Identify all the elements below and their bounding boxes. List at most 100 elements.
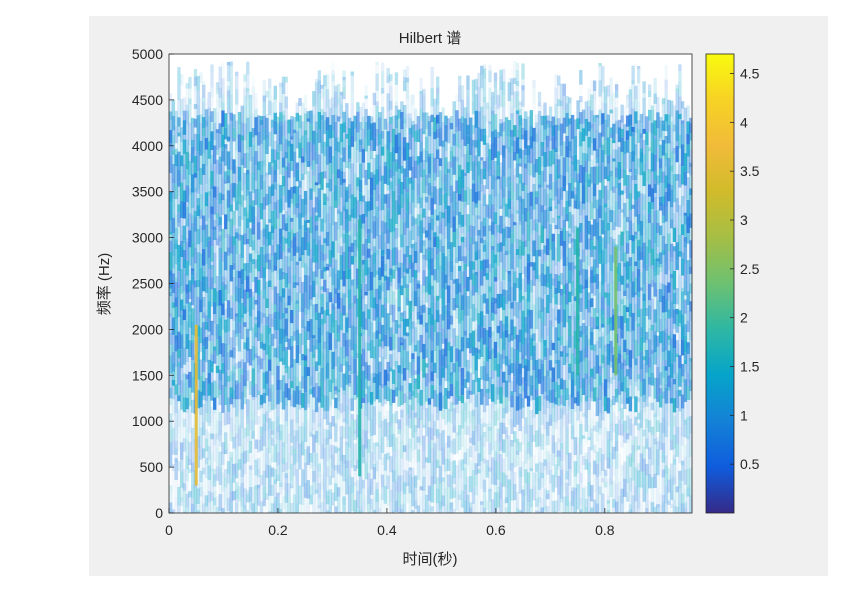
heatmap-cell xyxy=(290,436,294,443)
heatmap-cell xyxy=(248,222,253,229)
heatmap-cell xyxy=(427,364,432,383)
heatmap-cell xyxy=(312,397,316,410)
heatmap-cell xyxy=(312,357,316,367)
heatmap-cell xyxy=(347,374,352,384)
heatmap-cell xyxy=(257,294,261,311)
heatmap-cell xyxy=(463,307,467,316)
heatmap-cell xyxy=(174,413,178,432)
heatmap-cell xyxy=(408,399,412,405)
heatmap-cell xyxy=(226,234,231,248)
heatmap-cell xyxy=(268,418,272,430)
heatmap-cell xyxy=(334,85,338,92)
heatmap-cell xyxy=(218,107,222,124)
heatmap-cell xyxy=(416,311,421,320)
heatmap-cell xyxy=(248,97,253,116)
heatmap-cell xyxy=(287,483,291,497)
heatmap-cell xyxy=(287,162,291,168)
heatmap-cell xyxy=(383,369,388,386)
heatmap-cell xyxy=(265,253,269,263)
heatmap-cell xyxy=(292,390,297,408)
heatmap-cell xyxy=(438,465,443,484)
heatmap-cell xyxy=(493,169,498,177)
heatmap-cell xyxy=(259,408,264,427)
heatmap-cell xyxy=(320,138,324,148)
heatmap-cell xyxy=(312,207,316,226)
heatmap-cell xyxy=(331,225,335,242)
heatmap-cell xyxy=(424,436,429,443)
heatmap-cell xyxy=(347,302,352,310)
heatmap-cell xyxy=(339,254,344,269)
heatmap-cell xyxy=(372,346,377,359)
heatmap-cell xyxy=(391,369,396,384)
heatmap-cell xyxy=(314,339,319,350)
heatmap-cell xyxy=(270,391,275,411)
heatmap-cell xyxy=(284,211,288,218)
heatmap-cell xyxy=(383,470,388,486)
heatmap-cell xyxy=(402,482,407,495)
heatmap-cell xyxy=(504,456,509,475)
heatmap-cell xyxy=(254,165,258,181)
heatmap-cell xyxy=(309,188,313,200)
heatmap-cell xyxy=(248,429,253,441)
heatmap-cell xyxy=(471,146,476,162)
heatmap-cell xyxy=(463,190,467,202)
heatmap-cell xyxy=(372,215,377,222)
heatmap-cell xyxy=(482,468,487,480)
heatmap-cell xyxy=(378,117,382,134)
heatmap-cell xyxy=(273,189,277,203)
heatmap-cell xyxy=(422,200,426,209)
heatmap-cell xyxy=(397,267,401,284)
heatmap-cell xyxy=(518,329,522,343)
heatmap-cell xyxy=(518,125,522,140)
heatmap-cell xyxy=(433,443,437,450)
heatmap-cell xyxy=(378,144,382,149)
heatmap-cell xyxy=(345,269,349,280)
heatmap-cell xyxy=(191,360,195,377)
heatmap-cell xyxy=(455,228,459,240)
heatmap-cell xyxy=(218,87,222,98)
heatmap-cell xyxy=(458,143,462,149)
heatmap-cell xyxy=(375,502,379,513)
heatmap-cell xyxy=(391,389,396,403)
heatmap-cell xyxy=(177,331,181,350)
heatmap-cell xyxy=(444,424,448,443)
heatmap-cell xyxy=(265,117,269,135)
heatmap-cell xyxy=(416,417,421,429)
heatmap-cell xyxy=(295,404,299,418)
heatmap-cell xyxy=(301,426,305,441)
heatmap-cell xyxy=(270,346,275,358)
heatmap-cell xyxy=(493,341,498,359)
heatmap-cell xyxy=(320,84,324,89)
heatmap-cell xyxy=(342,390,346,395)
heatmap-cell xyxy=(347,426,352,431)
heatmap-cell xyxy=(215,466,220,481)
heatmap-cell xyxy=(270,127,275,133)
heatmap-cell xyxy=(177,505,181,513)
heatmap-cell xyxy=(521,368,525,378)
heatmap-cell xyxy=(221,126,225,135)
heatmap-cell xyxy=(317,142,321,155)
heatmap-cell xyxy=(347,410,352,427)
heatmap-cell xyxy=(174,497,178,507)
heatmap-cell xyxy=(372,92,377,106)
heatmap-cell xyxy=(237,234,242,241)
heatmap-cell xyxy=(447,408,451,422)
heatmap-cell xyxy=(488,309,492,327)
heatmap-cell xyxy=(361,162,366,178)
heatmap-cell xyxy=(474,110,478,128)
heatmap-cell xyxy=(210,277,214,290)
heatmap-cell xyxy=(433,332,437,352)
heatmap-cell xyxy=(180,166,184,175)
heatmap-cell xyxy=(273,408,277,422)
heatmap-cell xyxy=(378,508,382,513)
heatmap-cell xyxy=(402,77,407,81)
heatmap-cell xyxy=(229,94,233,113)
heatmap-cell xyxy=(331,74,335,82)
heatmap-cell xyxy=(298,180,302,188)
heatmap-cell xyxy=(215,94,220,112)
heatmap-cell xyxy=(169,448,173,467)
heatmap-cell xyxy=(424,397,429,402)
heatmap-cell xyxy=(301,255,305,268)
heatmap-cell xyxy=(515,114,520,130)
heatmap-cell xyxy=(411,489,415,507)
